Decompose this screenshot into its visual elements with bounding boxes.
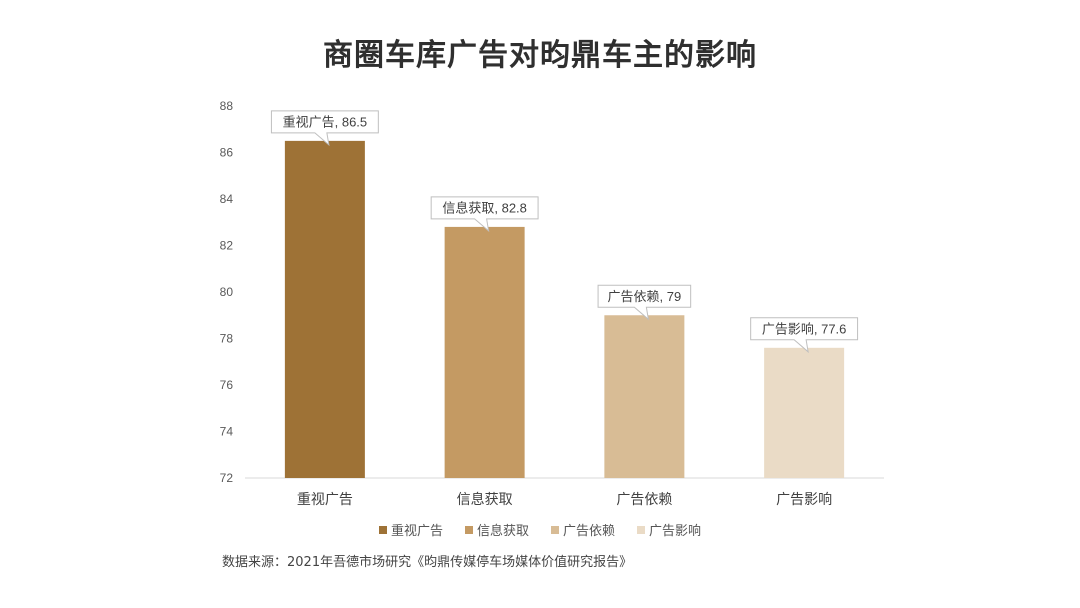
y-tick-label: 74 bbox=[220, 425, 234, 439]
data-label-callout: 重视广告, 86.5 bbox=[270, 110, 379, 147]
data-label: 广告依赖, 79 bbox=[608, 289, 682, 304]
bar-4 bbox=[764, 347, 845, 478]
bar-1 bbox=[284, 140, 365, 478]
data-label-callout: 信息获取, 82.8 bbox=[430, 196, 539, 233]
legend-label: 信息获取 bbox=[476, 524, 529, 539]
bar-3 bbox=[604, 315, 685, 478]
callout-box bbox=[430, 196, 539, 233]
legend-swatch bbox=[378, 525, 387, 534]
callout-box bbox=[270, 110, 379, 147]
chart-title: 商圈车库广告对昀鼎车主的影响 bbox=[323, 38, 757, 73]
legend-item: 信息获取 bbox=[464, 520, 529, 539]
data-label: 重视广告, 86.5 bbox=[283, 114, 368, 129]
callout-box bbox=[597, 284, 692, 321]
legend-swatch bbox=[637, 525, 646, 534]
legend-label: 重视广告 bbox=[390, 524, 443, 539]
bars-group bbox=[284, 140, 845, 478]
legend-swatch bbox=[551, 525, 559, 534]
legend: 重视广告 信息获取 广告依赖 广告影响 bbox=[0, 520, 1080, 539]
bar-2 bbox=[444, 226, 525, 478]
y-tick-label: 78 bbox=[220, 332, 234, 346]
x-tick-label: 信息获取 bbox=[457, 491, 513, 507]
legend-label: 广告影响 bbox=[649, 524, 702, 539]
data-source: 数据来源：2021年吾德市场研究《昀鼎传媒停车场媒体价值研究报告》 bbox=[222, 555, 633, 570]
legend-item: 广告依赖 bbox=[551, 520, 615, 539]
data-label-callout: 广告影响, 77.6 bbox=[750, 317, 859, 354]
x-tick-label: 广告影响 bbox=[776, 491, 832, 507]
legend-label: 广告依赖 bbox=[563, 524, 616, 539]
x-tick-label: 广告依赖 bbox=[616, 491, 672, 507]
callout-box bbox=[750, 317, 859, 354]
y-tick-label: 82 bbox=[220, 239, 234, 253]
x-axis-labels: 重视广告 信息获取 广告依赖 广告影响 bbox=[297, 491, 832, 507]
data-label: 信息获取, 82.8 bbox=[442, 200, 527, 215]
y-tick-label: 80 bbox=[220, 285, 234, 299]
y-axis: 72 74 76 78 80 82 84 86 88 bbox=[220, 99, 234, 485]
y-tick-label: 76 bbox=[220, 378, 234, 392]
y-tick-label: 72 bbox=[220, 471, 234, 485]
legend-item: 广告影响 bbox=[637, 520, 701, 539]
data-labels-group: 重视广告, 86.5 信息获取, 82.8 广告依赖, 79 广告影响, 77.6 bbox=[270, 110, 859, 354]
y-tick-label: 88 bbox=[220, 99, 234, 113]
x-tick-label: 重视广告 bbox=[297, 491, 353, 507]
data-label-callout: 广告依赖, 79 bbox=[597, 284, 692, 321]
data-label: 广告影响, 77.6 bbox=[762, 321, 847, 336]
legend-swatch bbox=[464, 525, 473, 534]
y-tick-label: 86 bbox=[220, 146, 234, 160]
y-tick-label: 84 bbox=[220, 192, 234, 206]
legend-item: 重视广告 bbox=[378, 520, 443, 539]
